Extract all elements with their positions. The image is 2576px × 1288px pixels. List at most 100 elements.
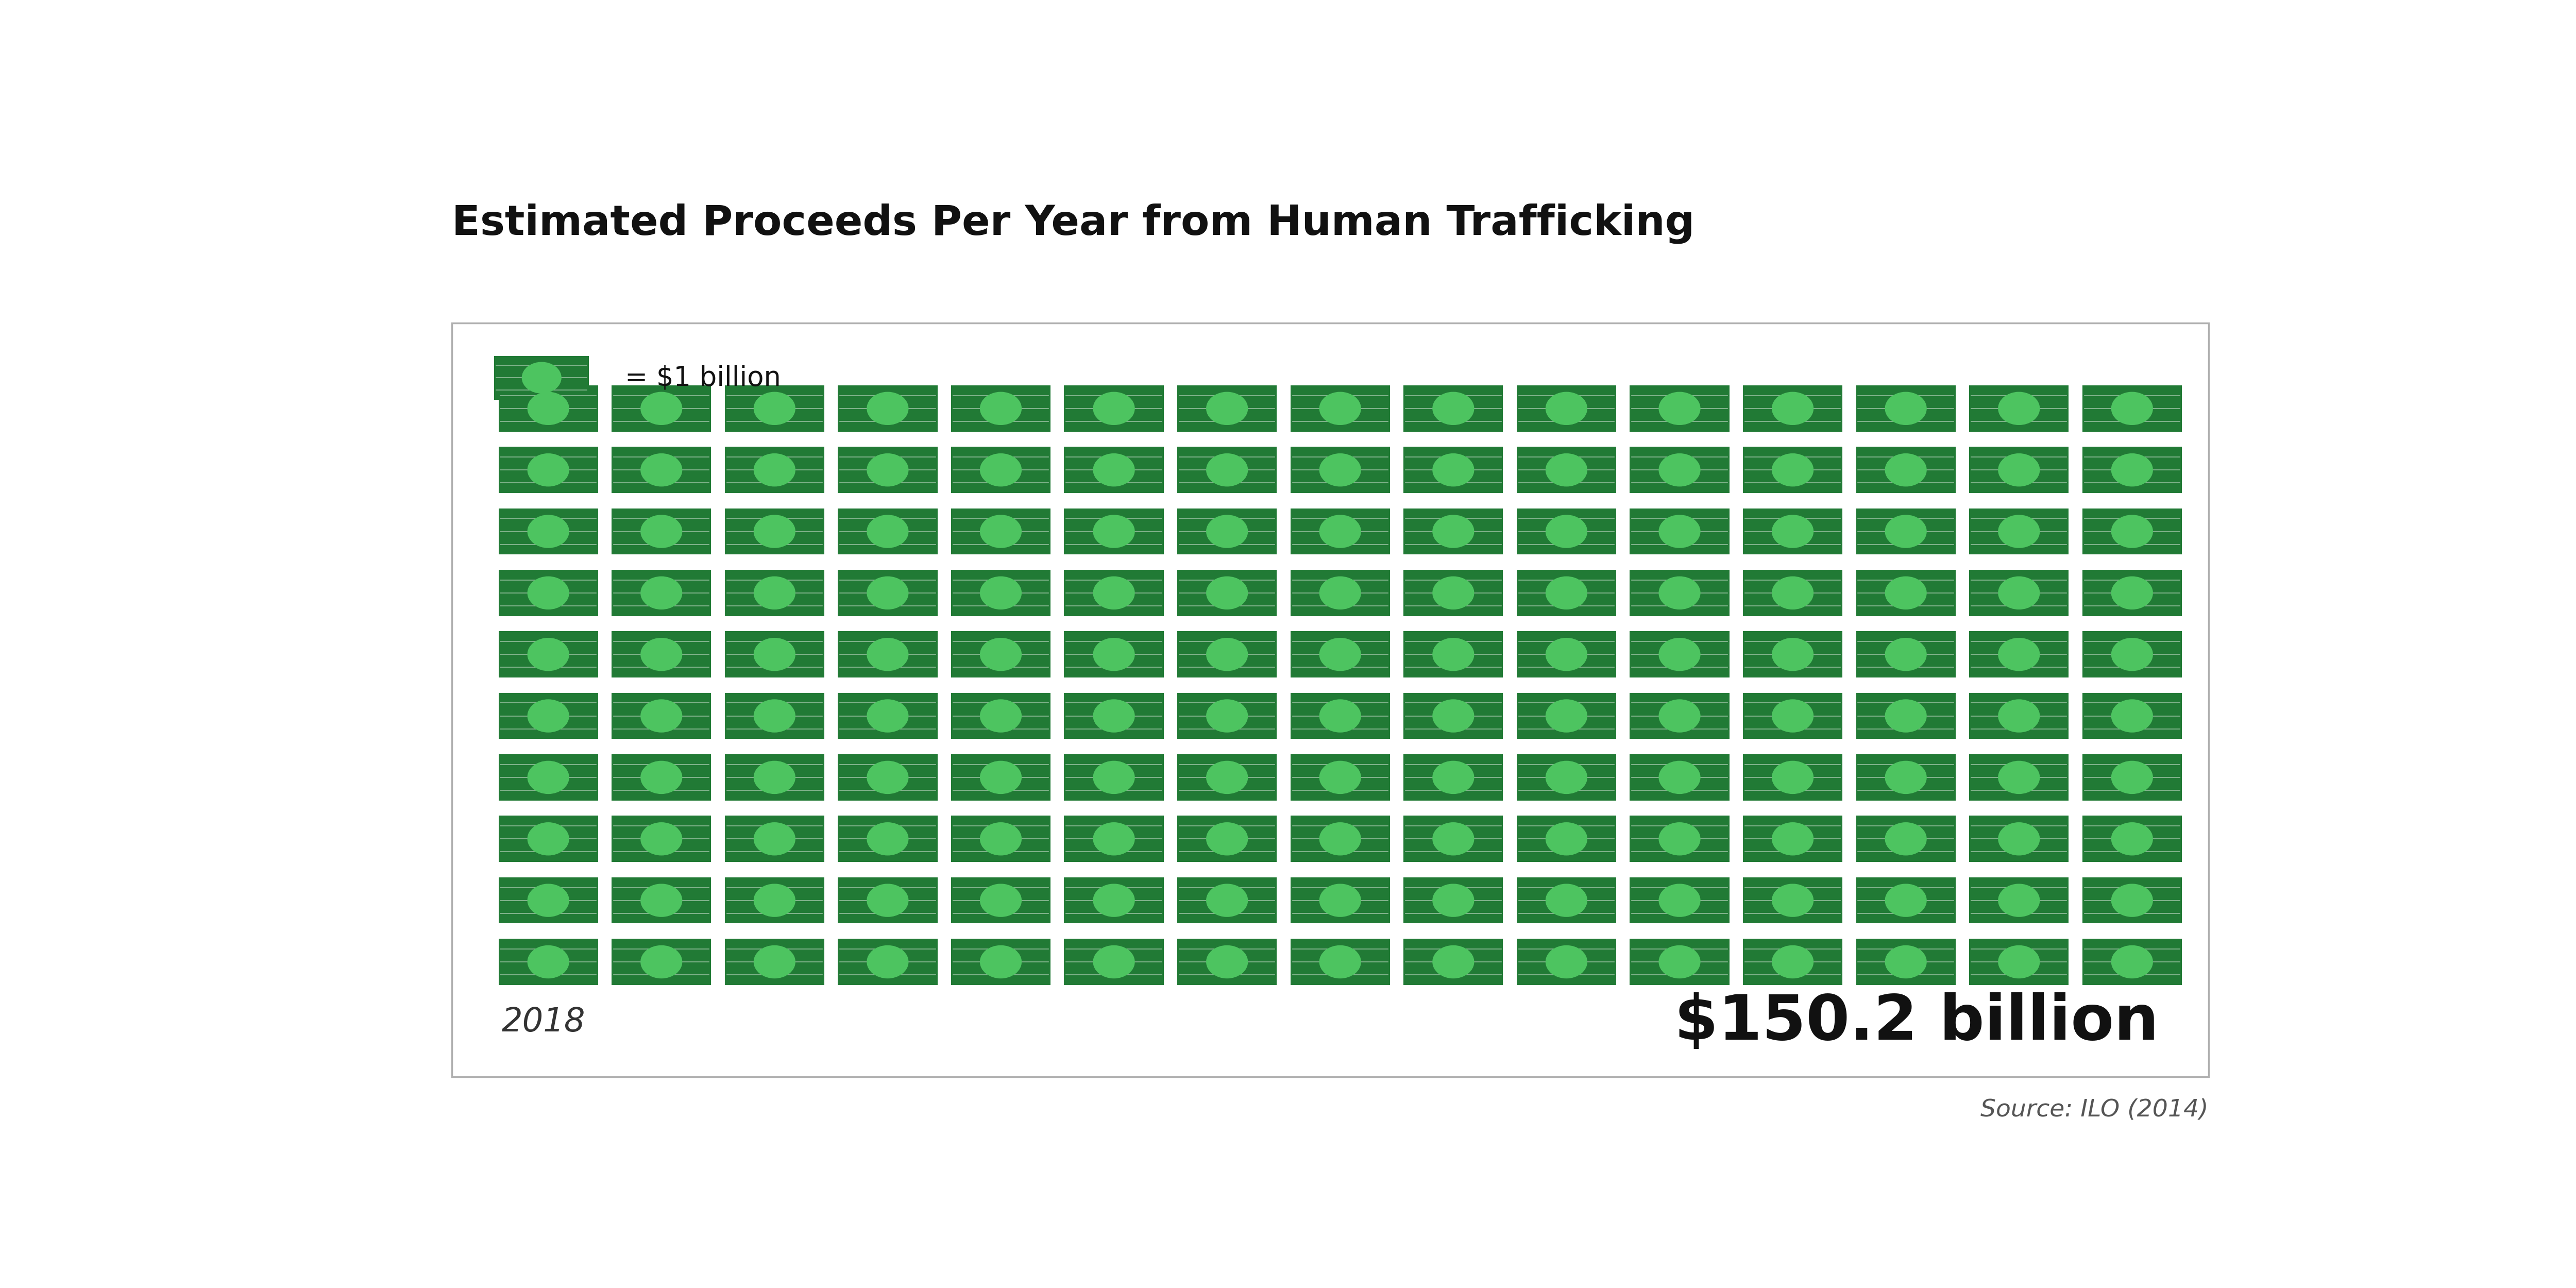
FancyBboxPatch shape (1631, 755, 1728, 800)
Ellipse shape (523, 362, 562, 393)
Ellipse shape (1659, 699, 1700, 733)
FancyBboxPatch shape (1064, 755, 1164, 800)
Ellipse shape (1999, 945, 2040, 979)
Ellipse shape (1546, 576, 1587, 609)
Ellipse shape (1659, 453, 1700, 487)
FancyBboxPatch shape (1291, 447, 1391, 493)
FancyBboxPatch shape (1857, 755, 1955, 800)
Ellipse shape (1092, 515, 1136, 547)
Ellipse shape (1432, 515, 1473, 547)
Ellipse shape (1886, 822, 1927, 855)
FancyBboxPatch shape (1744, 569, 1842, 616)
FancyBboxPatch shape (951, 815, 1051, 862)
FancyBboxPatch shape (1064, 447, 1164, 493)
Ellipse shape (1319, 453, 1360, 487)
FancyBboxPatch shape (724, 755, 824, 800)
Ellipse shape (866, 884, 909, 917)
Ellipse shape (1546, 392, 1587, 425)
FancyBboxPatch shape (1631, 509, 1728, 555)
FancyBboxPatch shape (1631, 569, 1728, 616)
FancyBboxPatch shape (951, 447, 1051, 493)
Ellipse shape (528, 515, 569, 547)
Text: $150.2 billion: $150.2 billion (1674, 992, 2159, 1052)
FancyBboxPatch shape (724, 693, 824, 739)
FancyBboxPatch shape (1291, 815, 1391, 862)
FancyBboxPatch shape (837, 693, 938, 739)
FancyBboxPatch shape (500, 569, 598, 616)
Ellipse shape (2112, 945, 2154, 979)
Ellipse shape (866, 576, 909, 609)
Ellipse shape (641, 392, 683, 425)
Ellipse shape (2112, 761, 2154, 793)
Ellipse shape (1772, 884, 1814, 917)
FancyBboxPatch shape (1968, 509, 2069, 555)
FancyBboxPatch shape (724, 509, 824, 555)
Ellipse shape (1319, 761, 1360, 793)
FancyBboxPatch shape (724, 631, 824, 677)
FancyBboxPatch shape (951, 877, 1051, 923)
Ellipse shape (1772, 945, 1814, 979)
Ellipse shape (1206, 884, 1247, 917)
FancyBboxPatch shape (611, 939, 711, 985)
FancyBboxPatch shape (1177, 693, 1278, 739)
FancyBboxPatch shape (837, 569, 938, 616)
FancyBboxPatch shape (1291, 385, 1391, 431)
FancyBboxPatch shape (1177, 815, 1278, 862)
Ellipse shape (866, 453, 909, 487)
FancyBboxPatch shape (1291, 877, 1391, 923)
Ellipse shape (1999, 761, 2040, 793)
Ellipse shape (528, 638, 569, 671)
FancyBboxPatch shape (2081, 755, 2182, 800)
Ellipse shape (1432, 822, 1473, 855)
Ellipse shape (979, 884, 1023, 917)
Ellipse shape (755, 392, 796, 425)
Ellipse shape (1772, 761, 1814, 793)
FancyBboxPatch shape (1857, 939, 1955, 985)
Ellipse shape (1659, 638, 1700, 671)
Ellipse shape (1546, 822, 1587, 855)
Ellipse shape (1886, 638, 1927, 671)
FancyBboxPatch shape (2081, 877, 2182, 923)
FancyBboxPatch shape (500, 631, 598, 677)
Ellipse shape (641, 884, 683, 917)
Ellipse shape (528, 945, 569, 979)
Ellipse shape (979, 392, 1023, 425)
FancyBboxPatch shape (1404, 631, 1502, 677)
Ellipse shape (2112, 453, 2154, 487)
Ellipse shape (866, 699, 909, 733)
FancyBboxPatch shape (1177, 447, 1278, 493)
FancyBboxPatch shape (1631, 877, 1728, 923)
FancyBboxPatch shape (1404, 693, 1502, 739)
Ellipse shape (1432, 699, 1473, 733)
Ellipse shape (1659, 515, 1700, 547)
Ellipse shape (641, 638, 683, 671)
Ellipse shape (1886, 515, 1927, 547)
Ellipse shape (1432, 884, 1473, 917)
FancyBboxPatch shape (500, 693, 598, 739)
FancyBboxPatch shape (1177, 939, 1278, 985)
FancyBboxPatch shape (724, 939, 824, 985)
FancyBboxPatch shape (1968, 939, 2069, 985)
Ellipse shape (1659, 392, 1700, 425)
FancyBboxPatch shape (1404, 755, 1502, 800)
Ellipse shape (2112, 515, 2154, 547)
Text: Estimated Proceeds Per Year from Human Trafficking: Estimated Proceeds Per Year from Human T… (451, 204, 1695, 243)
FancyBboxPatch shape (495, 355, 590, 399)
FancyBboxPatch shape (611, 877, 711, 923)
FancyBboxPatch shape (1291, 755, 1391, 800)
FancyBboxPatch shape (1291, 569, 1391, 616)
Ellipse shape (1092, 761, 1136, 793)
FancyBboxPatch shape (1517, 385, 1615, 431)
FancyBboxPatch shape (1968, 877, 2069, 923)
FancyBboxPatch shape (1744, 815, 1842, 862)
FancyBboxPatch shape (1631, 447, 1728, 493)
FancyBboxPatch shape (1857, 569, 1955, 616)
FancyBboxPatch shape (500, 385, 598, 431)
Ellipse shape (1092, 576, 1136, 609)
FancyBboxPatch shape (1744, 631, 1842, 677)
Ellipse shape (1772, 822, 1814, 855)
FancyBboxPatch shape (1404, 815, 1502, 862)
FancyBboxPatch shape (2081, 939, 2182, 985)
FancyBboxPatch shape (611, 447, 711, 493)
Ellipse shape (1546, 699, 1587, 733)
